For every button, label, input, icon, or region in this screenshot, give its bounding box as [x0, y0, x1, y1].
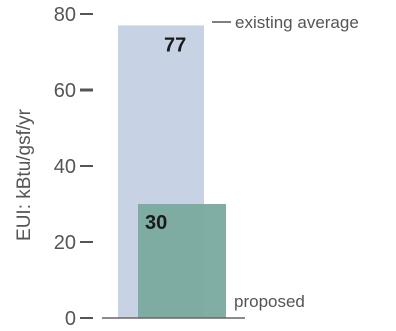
- y-tick-label: 60: [54, 80, 76, 102]
- annotation-existing-average: existing average: [235, 13, 359, 32]
- y-tick-label: 80: [54, 4, 76, 26]
- bar-value-label: 30: [145, 212, 167, 234]
- y-axis-ticks: 0 20 40 60 80: [54, 4, 93, 330]
- y-axis-label: EUI: kBtu/gsf/yr: [14, 108, 35, 241]
- y-tick-label: 40: [54, 156, 76, 178]
- y-tick-label: 0: [65, 308, 76, 330]
- bar-value-label: 77: [164, 34, 186, 56]
- bars-group: 77 30: [118, 25, 226, 319]
- bar-proposed: [138, 204, 226, 318]
- y-tick-label: 20: [54, 232, 76, 254]
- annotation-proposed: proposed: [234, 292, 305, 311]
- annotations-group: existing average proposed: [212, 13, 359, 311]
